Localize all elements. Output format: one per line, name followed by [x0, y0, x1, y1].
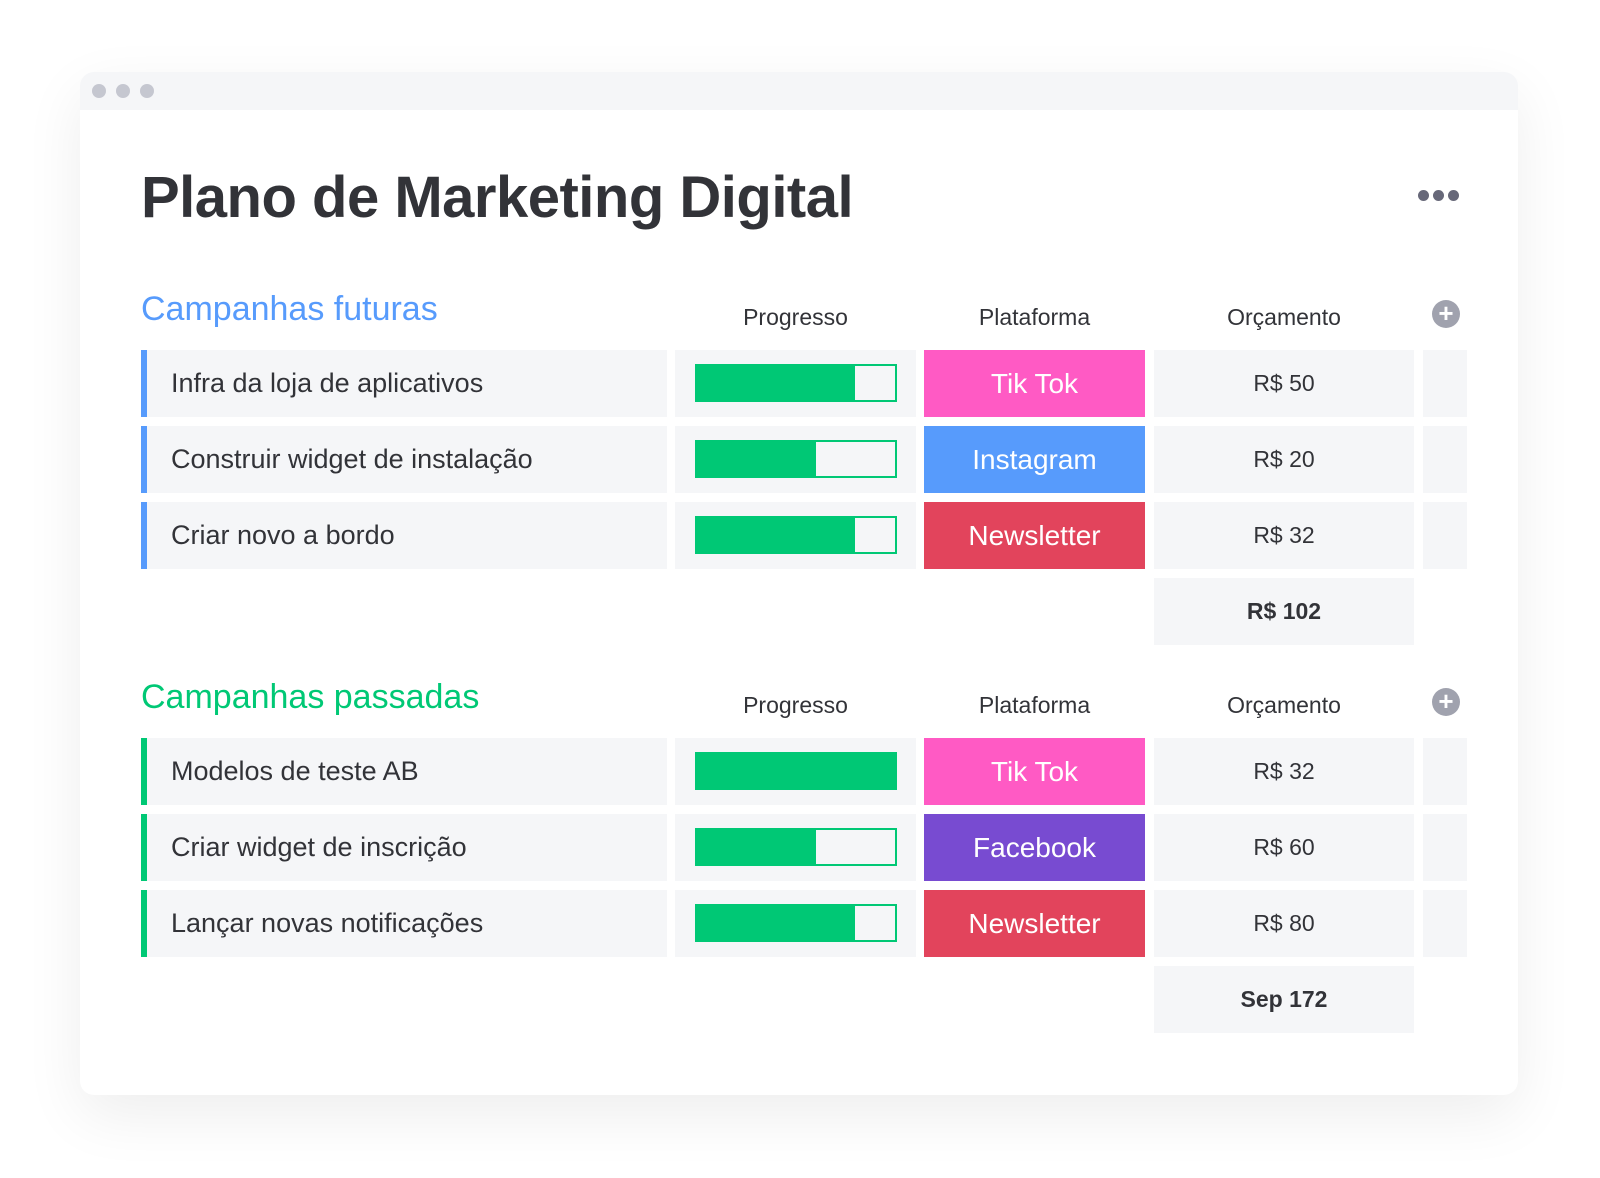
- platform-label[interactable]: Tik Tok: [924, 350, 1145, 417]
- column-header-budget[interactable]: Orçamento: [1227, 304, 1341, 330]
- progress-bar: [695, 904, 897, 942]
- budget-cell[interactable]: R$ 32: [1154, 502, 1414, 569]
- add-column-icon[interactable]: +: [1432, 688, 1460, 716]
- empty-cell[interactable]: [1423, 890, 1467, 957]
- platform-label[interactable]: Facebook: [924, 814, 1145, 881]
- empty-cell[interactable]: [1423, 738, 1467, 805]
- column-header-platform[interactable]: Plataforma: [978, 692, 1091, 718]
- group-title[interactable]: Campanhas passadas: [141, 678, 480, 716]
- budget-cell[interactable]: R$ 50: [1154, 350, 1414, 417]
- window-titlebar: [80, 72, 1518, 110]
- platform-label[interactable]: Newsletter: [924, 890, 1145, 957]
- item-name[interactable]: Infra da loja de aplicativos: [141, 350, 667, 417]
- empty-cell[interactable]: [1423, 502, 1467, 569]
- table-row: Lançar novas notificações Newsletter R$ …: [141, 890, 1471, 957]
- progress-cell: [675, 426, 916, 493]
- progress-bar: [695, 440, 897, 478]
- page-title: Plano de Marketing Digital: [141, 165, 854, 230]
- window-dot-icon[interactable]: [92, 84, 106, 98]
- empty-cell[interactable]: [1423, 814, 1467, 881]
- budget-total: Sep 172: [1154, 966, 1414, 1033]
- progress-fill: [697, 754, 895, 788]
- table-row: Criar novo a bordo Newsletter R$ 32: [141, 502, 1471, 569]
- progress-fill: [697, 442, 816, 476]
- budget-cell[interactable]: R$ 20: [1154, 426, 1414, 493]
- budget-cell[interactable]: R$ 32: [1154, 738, 1414, 805]
- progress-fill: [697, 830, 816, 864]
- more-options-icon[interactable]: [1418, 190, 1459, 201]
- progress-cell: [675, 502, 916, 569]
- progress-cell: [675, 350, 916, 417]
- progress-fill: [697, 366, 856, 400]
- item-name[interactable]: Construir widget de instalação: [141, 426, 667, 493]
- column-header-platform[interactable]: Plataforma: [978, 304, 1091, 330]
- empty-cell[interactable]: [1423, 426, 1467, 493]
- column-header-progress[interactable]: Progresso: [743, 692, 848, 718]
- platform-label[interactable]: Newsletter: [924, 502, 1145, 569]
- item-name[interactable]: Criar novo a bordo: [141, 502, 667, 569]
- group-title[interactable]: Campanhas futuras: [141, 290, 438, 328]
- add-column-icon[interactable]: +: [1432, 300, 1460, 328]
- table-row: Construir widget de instalação Instagram…: [141, 426, 1471, 493]
- window-dot-icon[interactable]: [140, 84, 154, 98]
- progress-bar: [695, 516, 897, 554]
- progress-cell: [675, 814, 916, 881]
- progress-bar: [695, 752, 897, 790]
- item-name[interactable]: Modelos de teste AB: [141, 738, 667, 805]
- progress-cell: [675, 738, 916, 805]
- table-row: Criar widget de inscrição Facebook R$ 60: [141, 814, 1471, 881]
- platform-label[interactable]: Tik Tok: [924, 738, 1145, 805]
- item-name[interactable]: Lançar novas notificações: [141, 890, 667, 957]
- table-row: Infra da loja de aplicativos Tik Tok R$ …: [141, 350, 1471, 417]
- progress-fill: [697, 518, 856, 552]
- board-window: Plano de Marketing Digital Campanhas fut…: [80, 72, 1518, 1095]
- column-header-progress[interactable]: Progresso: [743, 304, 848, 330]
- progress-fill: [697, 906, 856, 940]
- column-header-budget[interactable]: Orçamento: [1227, 692, 1341, 718]
- table-row: Modelos de teste AB Tik Tok R$ 32: [141, 738, 1471, 805]
- progress-bar: [695, 364, 897, 402]
- budget-total: R$ 102: [1154, 578, 1414, 645]
- progress-cell: [675, 890, 916, 957]
- budget-cell[interactable]: R$ 60: [1154, 814, 1414, 881]
- budget-cell[interactable]: R$ 80: [1154, 890, 1414, 957]
- progress-bar: [695, 828, 897, 866]
- window-dot-icon[interactable]: [116, 84, 130, 98]
- empty-cell[interactable]: [1423, 350, 1467, 417]
- platform-label[interactable]: Instagram: [924, 426, 1145, 493]
- item-name[interactable]: Criar widget de inscrição: [141, 814, 667, 881]
